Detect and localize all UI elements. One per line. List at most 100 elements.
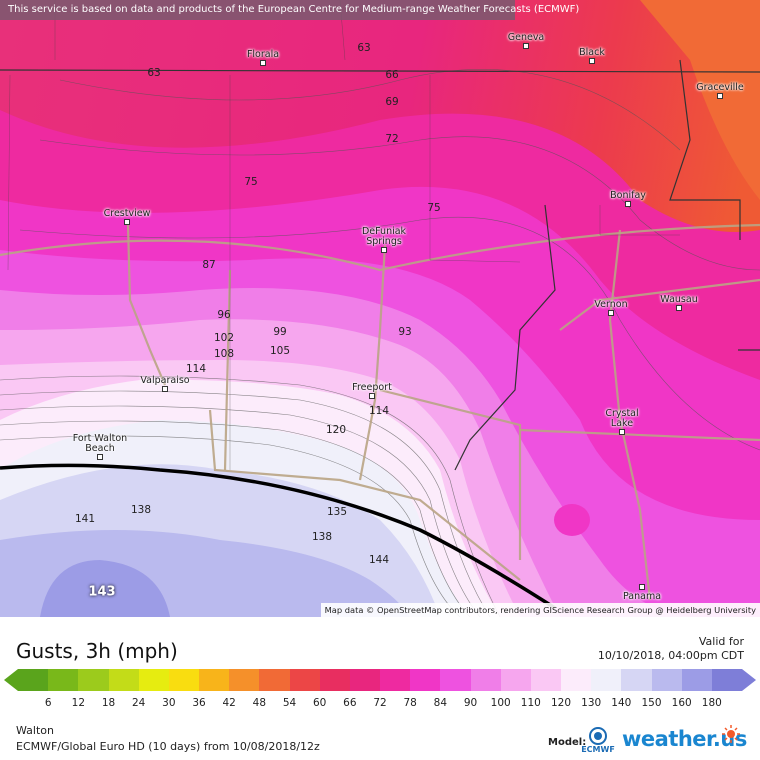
colorbar-tick-label: 130	[581, 697, 602, 709]
city-dot-vernon	[608, 310, 614, 316]
gust-value: 144	[368, 554, 390, 566]
colorbar-tick-label: 42	[222, 697, 236, 709]
city-dot-crestview	[124, 219, 130, 225]
colorbar-tick-label: 78	[403, 697, 417, 709]
colorbar-swatch	[289, 669, 320, 691]
city-dot-crystal-lake	[619, 429, 625, 435]
colorbar-tick-label: 140	[611, 697, 632, 709]
colorbar-swatch	[470, 669, 501, 691]
ecmwf-notice: This service is based on data and produc…	[0, 0, 579, 20]
valid-time: 10/10/2018, 04:00pm CDT	[597, 649, 744, 662]
colorbar-tick-label: 110	[520, 697, 541, 709]
ecmwf-logo-icon	[589, 727, 607, 745]
city-dot-geneva	[523, 43, 529, 49]
gust-value: 75	[244, 176, 258, 188]
colorbar-tick-label: 66	[343, 697, 357, 709]
gust-value: 120	[325, 424, 347, 436]
city-fort-walton-beach[interactable]: Fort Walton Beach	[72, 433, 128, 454]
colorbar-swatch	[681, 669, 712, 691]
map-title: Gusts, 3h (mph)	[16, 639, 178, 663]
city-vernon[interactable]: Vernon	[594, 299, 628, 310]
gust-value: 138	[130, 504, 152, 516]
gust-value: 96	[217, 309, 231, 321]
colorbar-tick-label: 54	[282, 697, 297, 709]
city-black[interactable]: Black	[579, 47, 605, 58]
city-dot-valparaiso	[162, 386, 168, 392]
colorbar-tick-label: 48	[252, 697, 267, 709]
colorbar-tick-label: 12	[71, 697, 86, 709]
colorbar-swatch	[78, 669, 109, 691]
gust-value: 114	[368, 405, 390, 417]
colorbar-tick-label: 84	[433, 697, 448, 709]
gust-value: 93	[398, 326, 412, 338]
colorbar-tick-label: 72	[373, 697, 387, 709]
city-dot-bonifay	[625, 201, 631, 207]
city-graceville[interactable]: Graceville	[696, 82, 744, 93]
gust-value: 135	[326, 506, 348, 518]
colorbar-swatch	[410, 669, 441, 691]
gust-value: 114	[185, 363, 207, 375]
colorbar-swatch	[229, 669, 260, 691]
model-info: ECMWF/Global Euro HD (10 days) from 10/0…	[16, 740, 320, 753]
gust-value: 63	[147, 67, 161, 79]
colorbar-tick-label: 36	[192, 697, 206, 709]
city-geneva[interactable]: Geneva	[507, 32, 545, 43]
gust-value: 141	[74, 513, 96, 525]
gust-map[interactable]: This service is based on data and produc…	[0, 0, 760, 617]
gust-value: 99	[273, 326, 287, 338]
city-defuniak-springs[interactable]: DeFuniak Springs	[361, 226, 407, 247]
gust-value: 72	[385, 133, 399, 145]
city-freeport[interactable]: Freeport	[352, 382, 392, 393]
colorbar-right-arrow	[742, 669, 756, 691]
colorbar-swatch	[349, 669, 381, 691]
city-valparaiso[interactable]: Valparaiso	[140, 375, 190, 386]
colorbar-swatch	[380, 669, 411, 691]
city-bonifay[interactable]: Bonifay	[610, 190, 646, 201]
colorbar-tick-label: 100	[490, 697, 511, 709]
colorbar-swatch	[259, 669, 290, 691]
colorbar-tick-label: 180	[701, 697, 722, 709]
city-panama[interactable]: Panama	[622, 591, 662, 602]
colorbar-tick-label: 60	[312, 697, 327, 709]
colorbar-swatch	[48, 669, 79, 691]
colorbar-tick-label: 160	[671, 697, 692, 709]
colorbar-swatch	[319, 669, 350, 691]
city-dot-florala	[260, 60, 266, 66]
colorbar-swatch	[199, 669, 230, 691]
colorbar-swatch	[168, 669, 200, 691]
colorbar-tick-label: 150	[641, 697, 662, 709]
colorbar-tick-label: 120	[550, 697, 572, 709]
colorbar-tick-label: 24	[131, 697, 146, 709]
city-florala[interactable]: Florala	[246, 49, 280, 60]
city-crestview[interactable]: Crestview	[103, 208, 151, 219]
city-dot-freeport	[369, 393, 375, 399]
city-crystal-lake[interactable]: Crystal Lake	[605, 408, 639, 429]
colorbar-swatch	[138, 669, 169, 691]
ecmwf-logo[interactable]: ECMWF	[580, 727, 616, 754]
colorbar-swatch	[108, 669, 139, 691]
gust-value: 105	[269, 345, 291, 357]
map-attribution: Map data © OpenStreetMap contributors, r…	[320, 603, 760, 617]
colorbar	[18, 669, 743, 691]
gust-value: 69	[385, 96, 399, 108]
gust-value: 87	[202, 259, 216, 271]
colorbar-tick-label: 18	[101, 697, 116, 709]
gust-value: 108	[213, 348, 235, 360]
colorbar-tick-label: 90	[463, 697, 478, 709]
colorbar-swatch	[621, 669, 652, 691]
colorbar-swatch	[561, 669, 592, 691]
gust-value: 102	[213, 332, 235, 344]
colorbar-tick-label: 6	[44, 697, 52, 709]
gust-value: 138	[311, 531, 333, 543]
colorbar-left-arrow	[4, 669, 18, 691]
colorbar-tick-label: 30	[162, 697, 176, 709]
valid-label: Valid for	[698, 635, 744, 648]
gust-value: 75	[427, 202, 441, 214]
sun-icon	[722, 725, 740, 743]
colorbar-swatch	[530, 669, 562, 691]
colorbar-swatch	[711, 669, 743, 691]
colorbar-swatch	[18, 669, 49, 691]
colorbar-swatch	[651, 669, 682, 691]
city-wausau[interactable]: Wausau	[660, 294, 698, 305]
gust-value-max: 143	[88, 584, 116, 600]
